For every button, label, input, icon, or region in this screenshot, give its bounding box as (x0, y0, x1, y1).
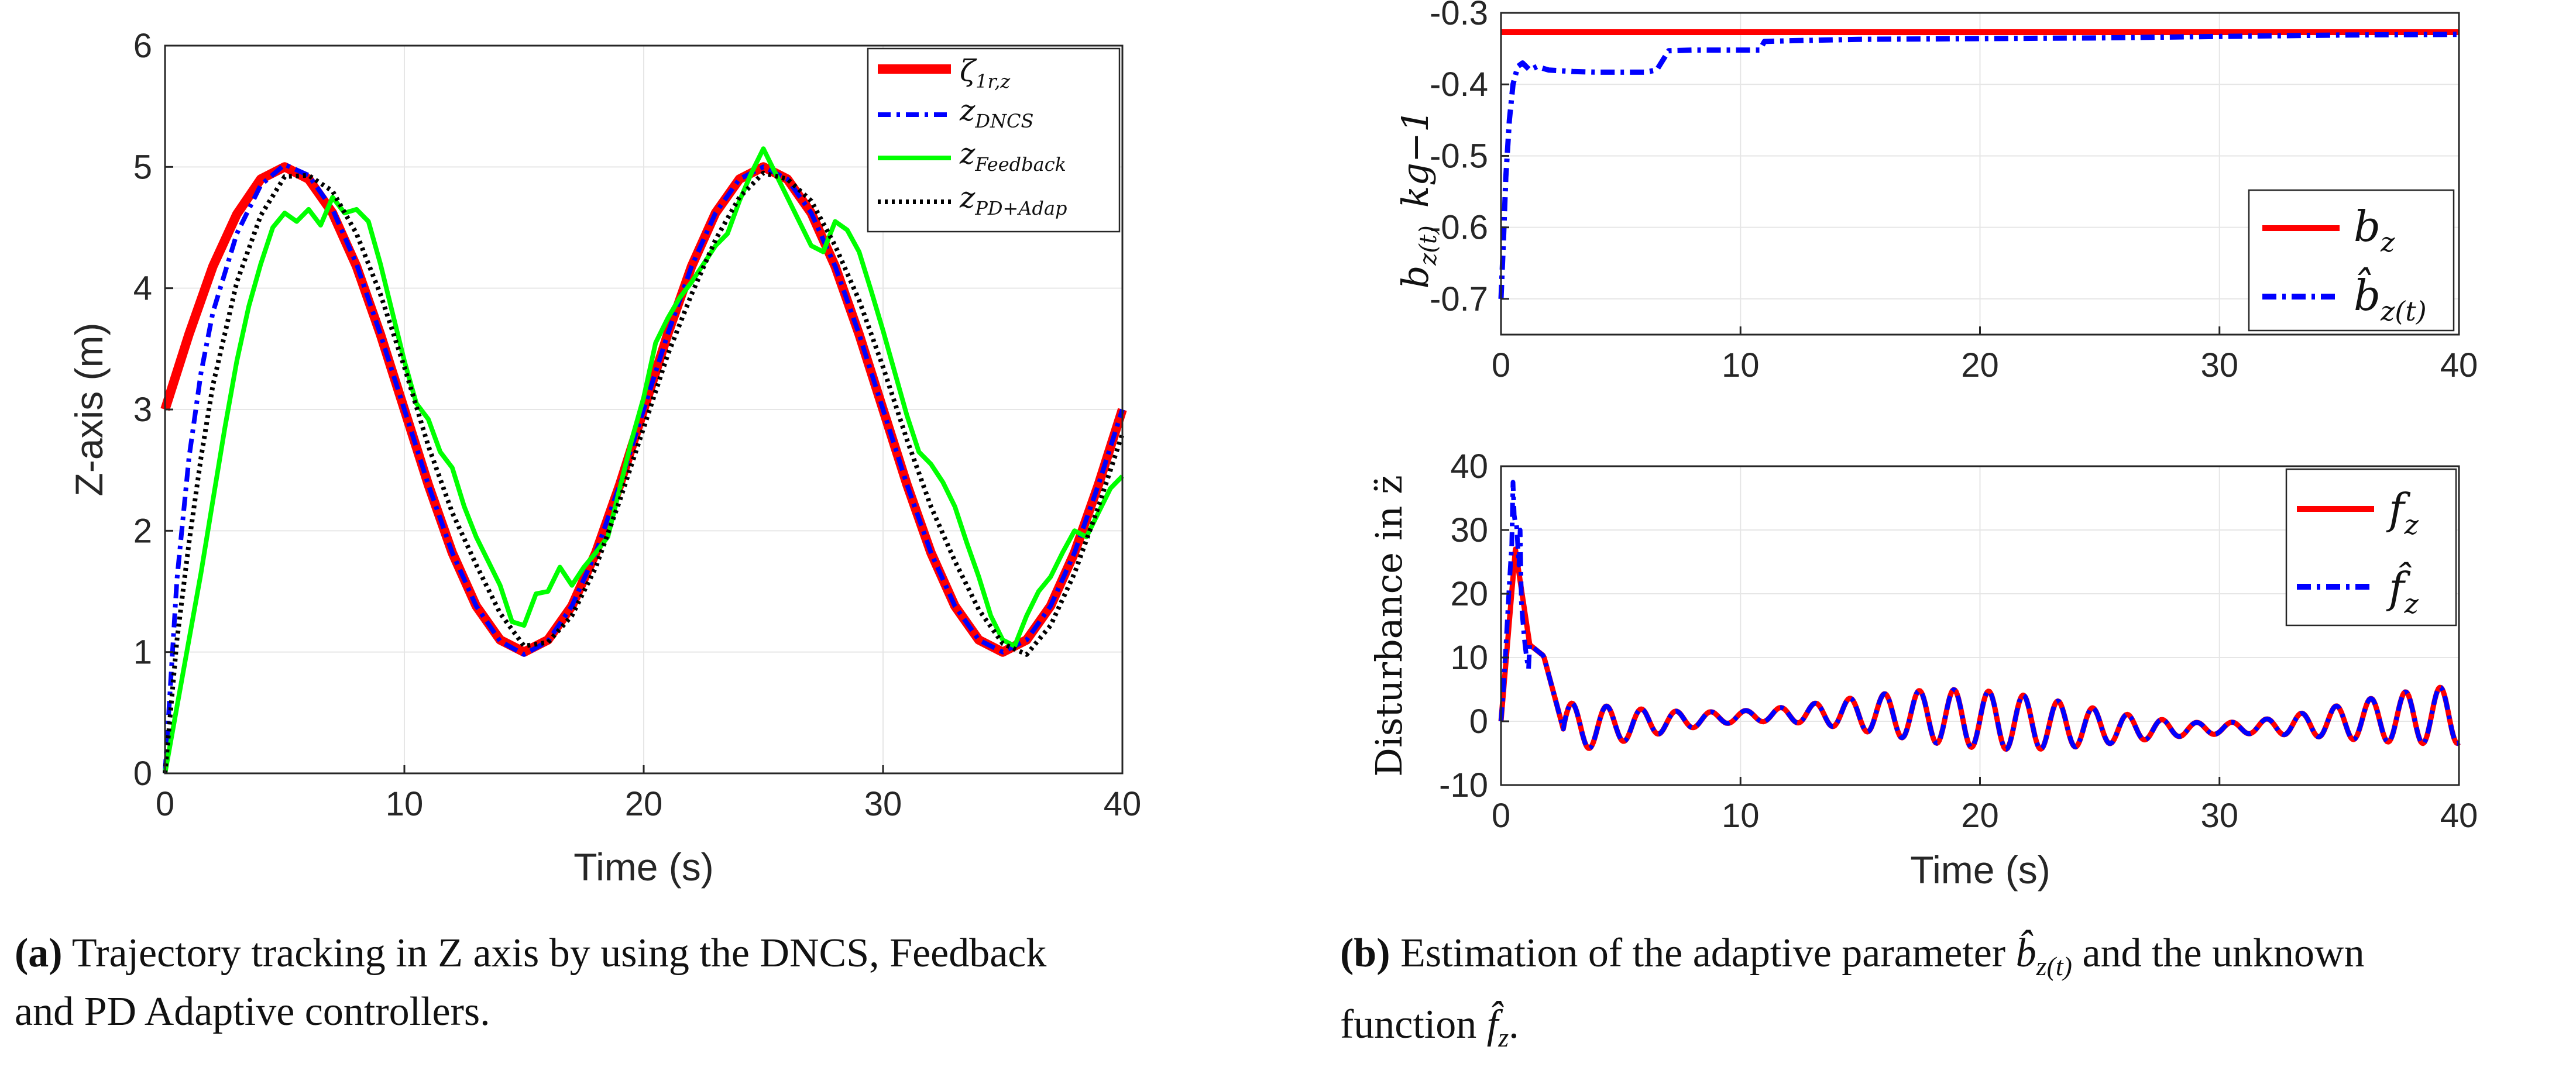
chart-a: 0 10 20 30 40 0 1 2 3 4 5 6 Time (s) Z-axis (m) ζ1r… (67, 27, 1141, 889)
tick-label-y-4: 4 (133, 270, 152, 308)
tick-label-x-2: 20 (1961, 797, 1999, 835)
tick-label-x-1: 10 (386, 785, 424, 823)
caption-b-line1-post: and the unknown (2082, 931, 2365, 976)
caption-b-sym-b: b̂ (2015, 931, 2036, 976)
tick-label-y-1: -0.4 (1430, 66, 1488, 104)
tick-label-y-3: 10 (1450, 639, 1488, 677)
tick-label-x-0: 0 (1492, 346, 1510, 384)
tick-label-x-4: 40 (1104, 785, 1142, 823)
chart-b-bottom-ylabel: Disturbance in z̈ (1368, 475, 1410, 777)
tick-label-y-2: 20 (1450, 575, 1488, 613)
chart-b-bottom-xlabel: Time (s) (1910, 848, 2051, 892)
tick-label-x-3: 30 (864, 785, 902, 823)
svg-text:zDNCS: zDNCS (959, 94, 1033, 132)
chart-b-top-ylabel: bz(t)kg−1 (1394, 109, 1442, 289)
tick-label-x-0: 0 (1492, 797, 1510, 835)
chart-a-ticks: 0 10 20 30 40 0 1 2 3 4 5 6 (133, 27, 1142, 823)
chart-b-bottom-series (1498, 480, 2461, 752)
tick-label-x-3: 30 (2200, 346, 2238, 384)
chart-b-top: 0 10 20 30 40-0.3-0.4-0.5-0.6-0.7 bz(t)kg−1 … (1394, 0, 2478, 384)
tick-label-x-3: 30 (2200, 797, 2238, 835)
caption-b-sym-f: f̂ (1486, 1002, 1499, 1047)
tick-label-x-4: 40 (2440, 797, 2478, 835)
series-line-zFeedback (163, 146, 1124, 774)
caption-b: (b) Estimation of the adaptive parameter… (1340, 924, 2575, 1067)
caption-b-line1-pre: Estimation of the adaptive parameter (1400, 931, 2006, 976)
tick-label-y-0: 40 (1450, 448, 1488, 486)
tick-label-y-0: -0.3 (1430, 0, 1488, 32)
caption-a-line2: and PD Adaptive controllers. (15, 989, 490, 1034)
chart-b-bottom-legend: fz f̂z (2285, 468, 2457, 627)
tick-label-y-5: -10 (1439, 766, 1488, 804)
caption-a-line1: Trajectory tracking in Z axis by using t… (71, 931, 1047, 976)
caption-b-tag: (b) (1340, 931, 1390, 976)
series-line-zDNCS (163, 162, 1125, 774)
series-line-f̂z (1499, 480, 2461, 752)
legend-label-pdadap: z (959, 181, 976, 215)
svg-text:zFeedback: zFeedback (959, 137, 1066, 175)
legend-label-bz: b (2354, 202, 2381, 251)
tick-label-y-1: 30 (1450, 511, 1488, 549)
legend-label-dncs: z (959, 94, 976, 128)
tick-label-y-1: 1 (133, 634, 152, 672)
tick-label-y-6: 6 (133, 27, 152, 65)
legend-label-zeta: ζ (960, 54, 977, 88)
legend-label-bhat: b̂ (2354, 266, 2381, 320)
chart-a-xlabel: Time (s) (573, 845, 714, 889)
tick-label-y-0: 0 (133, 755, 152, 793)
tick-label-y-2: -0.5 (1430, 137, 1488, 175)
svg-text:ζ1r,z: ζ1r,z (960, 54, 1011, 92)
caption-b-line2-pre: function (1340, 1002, 1477, 1047)
tick-label-x-4: 40 (2440, 346, 2478, 384)
chart-b-top-ticks: 0 10 20 30 40 -0.3 -0.4 -0.5 -0.6 -0.7 (1430, 0, 2478, 384)
caption-a-tag: (a) (15, 931, 63, 976)
tick-label-y-3: -0.6 (1430, 209, 1488, 247)
tick-label-y-3: 3 (133, 391, 152, 429)
caption-b-line2-post: . (1509, 1002, 1519, 1047)
chart-b-top-legend: bz b̂z(t) (2248, 189, 2455, 332)
tick-label-y-2: 2 (133, 512, 152, 550)
tick-label-y-5: 5 (133, 148, 152, 186)
legend-label-feedback: z (959, 137, 976, 171)
chart-a-ylabel: Z-axis (m) (67, 323, 111, 497)
svg-text:zPD+Adap: zPD+Adap (959, 181, 1067, 219)
caption-b-sub-b: z(t) (2036, 951, 2072, 981)
caption-b-sub-f: z (1498, 1023, 1509, 1052)
tick-label-x-1: 10 (1722, 797, 1760, 835)
chart-a-legend: ζ1r,z zDNCS zFeedback zPD+Adap (867, 47, 1121, 233)
chart-b-top-series (1498, 29, 2460, 300)
tick-label-x-2: 20 (625, 785, 663, 823)
tick-label-x-2: 20 (1961, 346, 1999, 384)
svg-text:bz: bz (2354, 202, 2395, 258)
tick-label-y-4: -0.7 (1430, 280, 1488, 318)
caption-a: (a) Trajectory tracking in Z axis by usi… (15, 924, 1273, 1041)
svg-text:b̂z(t): b̂z(t) (2354, 266, 2427, 327)
tick-label-x-1: 10 (1722, 346, 1760, 384)
chart-a-series (160, 146, 1127, 774)
tick-label-x-0: 0 (156, 785, 174, 823)
series-line-zPD+Adap (163, 170, 1125, 774)
tick-label-y-4: 0 (1469, 703, 1488, 741)
series-line-b̂z(t) (1498, 32, 2460, 300)
